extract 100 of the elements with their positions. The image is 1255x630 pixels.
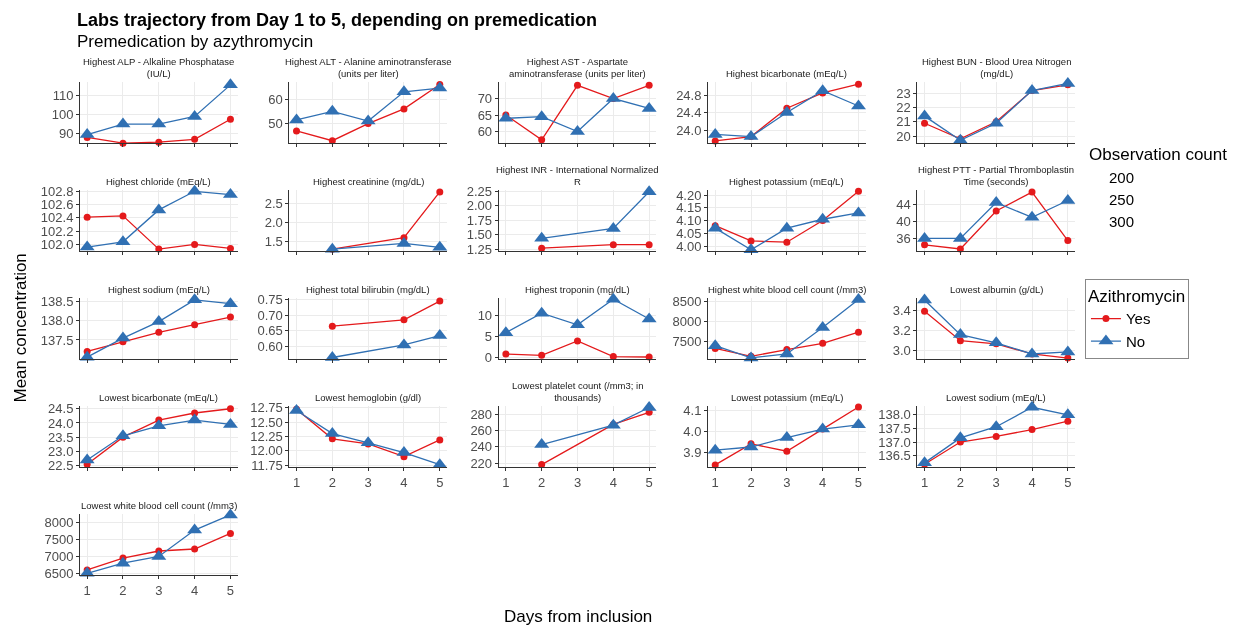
x-tick-label: 2 bbox=[119, 582, 127, 598]
x-tick-label: 2 bbox=[747, 474, 755, 490]
x-tick-label: 1 bbox=[920, 474, 929, 490]
chart-title: Highest bicarbonate (mEq/L) bbox=[726, 68, 847, 79]
y-tick-label: 8000 bbox=[44, 515, 74, 531]
x-tick-label: 4 bbox=[609, 474, 617, 490]
y-tick-label: 60 bbox=[477, 124, 493, 140]
y-tick-label: 2.5 bbox=[264, 195, 283, 211]
x-tick-label: 4 bbox=[191, 582, 199, 598]
y-tick-label: 24.0 bbox=[48, 415, 74, 431]
y-tick-label: 102.2 bbox=[40, 223, 74, 239]
y-tick-label: 40 bbox=[896, 214, 911, 230]
y-tick-label: 138.0 bbox=[878, 406, 911, 422]
y-tick-label: 1.75 bbox=[466, 212, 493, 228]
chart-title: Highest troponin (mg/dL) bbox=[525, 284, 630, 295]
y-tick-label: 102.4 bbox=[40, 210, 74, 226]
y-tick-label: 20 bbox=[896, 128, 911, 144]
y-tick-label: 24.5 bbox=[48, 401, 74, 417]
chart-title: Highest total bilirubin (mg/dL) bbox=[306, 284, 430, 295]
y-tick-label: 2.00 bbox=[466, 198, 493, 214]
y-tick-label: 12.50 bbox=[250, 414, 283, 430]
chart-title: Highest sodium (mEq/L) bbox=[108, 284, 210, 295]
chart-title: Highest creatinine (mg/dL) bbox=[313, 176, 425, 187]
chart-title: Lowest hemoglobin (g/dl) bbox=[315, 392, 422, 403]
legend-label: No bbox=[1125, 332, 1146, 350]
y-tick-label: 22 bbox=[896, 100, 911, 116]
y-tick-label: 280 bbox=[470, 407, 493, 423]
x-tick-label: 1 bbox=[292, 474, 301, 490]
text: Labs trajectory from Day 1 to 5, depending on premedication bbox=[77, 10, 598, 30]
x-tick-label: 4 bbox=[1028, 474, 1036, 490]
y-tick-label: 0.65 bbox=[257, 323, 283, 339]
y-tick-label: 65 bbox=[477, 107, 493, 123]
text: 250 bbox=[1109, 191, 1135, 208]
y-tick-label: 3.2 bbox=[892, 323, 911, 339]
chart-title: Lowest potassium (mEq/L) bbox=[731, 392, 844, 403]
x-tick-label: 2 bbox=[956, 474, 964, 490]
chart-title: Highest PTT - Partial Thromboplastin Time (seconds) bbox=[918, 164, 1074, 188]
x-tick-label: 5 bbox=[645, 474, 653, 490]
x-tick-label: 1 bbox=[83, 582, 91, 598]
text: Premedication by azythromycin bbox=[77, 32, 314, 51]
text: Observation count bbox=[1089, 145, 1228, 164]
y-tick-label: 137.5 bbox=[878, 420, 911, 436]
text: Mean concentration bbox=[10, 253, 30, 403]
y-tick-label: 21 bbox=[896, 114, 911, 130]
y-tick-label: 137.5 bbox=[40, 332, 74, 348]
y-tick-label: 0.60 bbox=[257, 339, 283, 355]
y-tick-label: 12.25 bbox=[250, 429, 283, 445]
x-tick-label: 3 bbox=[155, 582, 163, 598]
chart-title: Highest AST - Aspartate aminotransferase (units per liter) bbox=[509, 56, 646, 80]
chart-title: Highest INR - International Normalized R bbox=[496, 164, 659, 188]
y-tick-label: 24.8 bbox=[676, 87, 702, 103]
y-tick-label: 2.0 bbox=[264, 215, 283, 230]
y-tick-label: 4.00 bbox=[676, 238, 702, 254]
y-tick-label: 102.8 bbox=[40, 183, 74, 199]
y-tick-label: 8500 bbox=[672, 294, 702, 310]
y-tick-label: 36 bbox=[896, 231, 911, 246]
chart-title: Highest chloride (mEq/L) bbox=[106, 176, 211, 187]
y-tick-label: 138.0 bbox=[40, 313, 74, 329]
y-tick-label: 3.9 bbox=[683, 444, 702, 460]
y-tick-label: 0 bbox=[484, 349, 493, 365]
y-tick-label: 44 bbox=[896, 197, 911, 213]
chart-title: Highest ALT - Alanine aminotransferase (units per liter) bbox=[285, 56, 452, 80]
x-tick-label: 5 bbox=[854, 474, 863, 490]
x-tick-label: 3 bbox=[783, 474, 791, 490]
y-tick-label: 11.75 bbox=[251, 457, 283, 473]
x-tick-label: 1 bbox=[711, 474, 719, 490]
y-tick-label: 24.4 bbox=[676, 105, 702, 121]
y-tick-label: 0.75 bbox=[257, 292, 283, 308]
chart-title: Highest white blood cell count (/mm3) bbox=[708, 284, 867, 295]
y-tick-label: 3.4 bbox=[892, 302, 911, 318]
y-tick-label: 7500 bbox=[44, 532, 74, 548]
chart-title: Lowest albumin (g/dL) bbox=[950, 284, 1044, 295]
y-tick-label: 240 bbox=[470, 439, 493, 455]
y-tick-label: 7000 bbox=[44, 548, 74, 564]
text: 300 bbox=[1109, 213, 1135, 230]
y-tick-label: 136.5 bbox=[878, 448, 911, 464]
legend-title: Azithromycin bbox=[1087, 287, 1186, 307]
y-tick-label: 0.70 bbox=[257, 307, 283, 323]
x-tick-label: 4 bbox=[819, 474, 827, 490]
chart-title: Highest BUN - Blood Urea Nitrogen (mg/dL) bbox=[922, 56, 1072, 80]
y-tick-label: 100 bbox=[51, 107, 74, 123]
y-tick-label: 5 bbox=[484, 328, 493, 344]
legend-label: Yes bbox=[1125, 310, 1151, 328]
y-tick-label: 12.00 bbox=[250, 443, 283, 459]
chart-title: Highest potassium (mEq/L) bbox=[729, 176, 844, 187]
y-tick-label: 23 bbox=[896, 85, 911, 101]
x-tick-label: 5 bbox=[226, 582, 235, 598]
y-tick-label: 260 bbox=[470, 423, 493, 439]
y-tick-label: 23.5 bbox=[48, 429, 74, 445]
y-tick-label: 2.25 bbox=[466, 183, 493, 199]
x-tick-label: 1 bbox=[502, 474, 510, 490]
chart-title: Lowest platelet count (/mm3; in thousands) bbox=[512, 380, 644, 404]
x-tick-label: 3 bbox=[992, 474, 1000, 490]
x-tick-label: 3 bbox=[573, 474, 582, 490]
y-tick-label: 24.0 bbox=[676, 122, 702, 138]
x-tick-label: 4 bbox=[400, 474, 408, 490]
x-tick-label: 5 bbox=[1064, 474, 1072, 490]
y-tick-label: 50 bbox=[268, 116, 283, 132]
y-tick-label: 137.0 bbox=[878, 434, 911, 450]
y-tick-label: 102.0 bbox=[40, 237, 74, 253]
